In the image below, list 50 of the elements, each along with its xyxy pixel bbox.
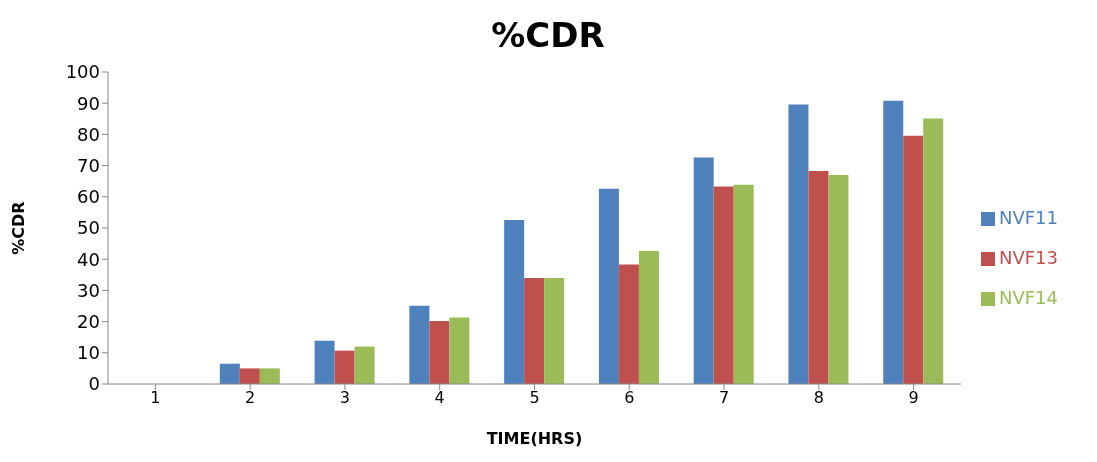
bar [354, 346, 375, 384]
bar [429, 320, 450, 384]
bar [693, 157, 714, 384]
bar [524, 277, 545, 384]
x-tick-label: 4 [434, 388, 445, 408]
x-tick-label: 2 [245, 388, 256, 408]
bar [314, 340, 335, 384]
bar [828, 174, 849, 384]
x-tick-label: 8 [813, 388, 824, 408]
legend-label: NVF11 [998, 207, 1058, 228]
bar [713, 186, 734, 384]
x-tick-label: 5 [529, 388, 540, 408]
x-tick-label: 9 [908, 388, 919, 408]
y-tick-label: 0 [88, 373, 100, 395]
bar [638, 251, 659, 384]
y-tick-label: 10 [77, 342, 100, 364]
bar [409, 305, 430, 384]
bar [883, 100, 904, 384]
bar [598, 188, 619, 384]
y-axis-title: %CDR [8, 201, 28, 255]
bar [239, 368, 260, 384]
bar [449, 317, 470, 384]
bar [618, 264, 639, 384]
y-tick-label: 20 [77, 310, 100, 332]
x-axis-title: TIME(HRS) [486, 429, 583, 448]
y-tick-label: 100 [65, 61, 100, 83]
bar [788, 104, 809, 384]
bar [923, 118, 944, 384]
bar [259, 368, 280, 384]
bar [219, 363, 240, 384]
bar [544, 277, 565, 384]
y-tick-label: 30 [77, 279, 100, 301]
legend-label: NVF13 [998, 247, 1058, 268]
bar [334, 350, 355, 384]
bar [733, 184, 754, 384]
bar [504, 219, 525, 384]
y-tick-label: 80 [77, 123, 100, 145]
bar [903, 135, 924, 384]
y-tick-label: 60 [77, 186, 100, 208]
x-tick-label: 1 [150, 388, 161, 408]
x-tick-label: 6 [624, 388, 635, 408]
y-tick-label: 50 [77, 217, 100, 239]
y-tick-label: 90 [77, 92, 100, 114]
legend-label: NVF14 [998, 287, 1058, 308]
y-tick-label: 70 [77, 154, 100, 176]
bar [808, 170, 829, 384]
y-tick-label: 40 [77, 248, 100, 270]
chart-title: %CDR [490, 14, 606, 57]
x-tick-label: 7 [718, 388, 730, 408]
x-tick-label: 3 [339, 388, 351, 408]
